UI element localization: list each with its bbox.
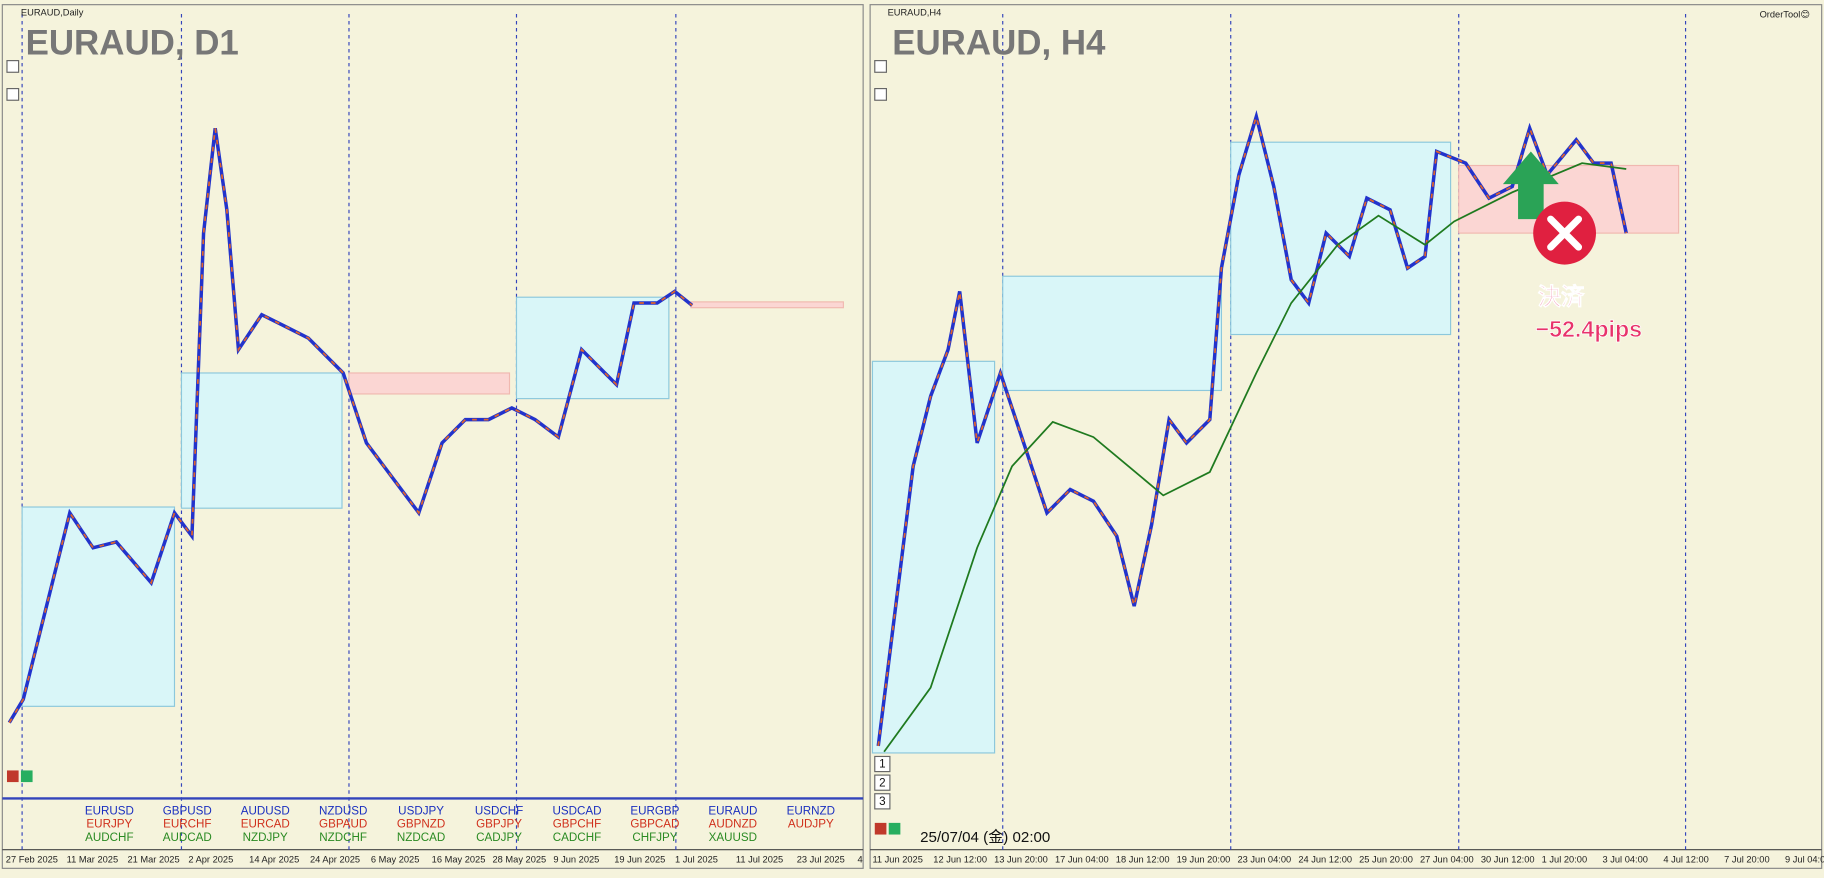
toolbar-button[interactable] (874, 822, 887, 835)
symbol-link[interactable]: EURCHF (163, 818, 211, 831)
toolbar-button[interactable] (20, 770, 33, 783)
symbol-link[interactable]: GBPAUD (319, 818, 367, 831)
x-label: 30 Jun 12:00 (1481, 855, 1535, 865)
symbol-link[interactable]: USDCAD (552, 804, 601, 817)
x-label: 1 Jul 2025 (675, 855, 718, 865)
period-button-label[interactable]: 2 (879, 776, 885, 789)
x-label: 23 Jul 2025 (797, 855, 845, 865)
x-label: 28 May 2025 (493, 855, 547, 865)
x-label: 9 Jun 2025 (553, 855, 599, 865)
chart-label: EURAUD, D1 (26, 24, 239, 63)
symbol-link[interactable]: GBPCAD (630, 818, 679, 831)
symbol-link[interactable]: EURNZD (787, 804, 835, 817)
symbol-link[interactable]: GBPNZD (397, 818, 445, 831)
period-button-label[interactable]: 1 (879, 758, 885, 771)
period-button[interactable] (874, 793, 891, 810)
symbol-link[interactable]: CADCHF (553, 831, 601, 844)
window-title: EURAUD,H4 (888, 7, 942, 17)
x-label: 13 Jun 20:00 (994, 855, 1048, 865)
x-label: 25 Jun 20:00 (1359, 855, 1413, 865)
x-label: 3 Jul 04:00 (1603, 855, 1648, 865)
symbol-link[interactable]: USDJPY (398, 804, 444, 817)
x-label: 4 Jul 12:00 (1663, 855, 1708, 865)
symbol-link[interactable]: CHFJPY (632, 831, 677, 844)
symbol-link[interactable]: GBPUSD (163, 804, 212, 817)
toolbar-button[interactable] (6, 770, 19, 783)
x-label: 12 Jun 12:00 (933, 855, 987, 865)
symbol-link[interactable]: GBPCHF (553, 818, 601, 831)
period-button-label[interactable]: 3 (879, 795, 885, 808)
symbol-link[interactable]: NZDUSD (319, 804, 367, 817)
x-label: 27 Jun 04:00 (1420, 855, 1474, 865)
symbol-link[interactable]: AUDNZD (709, 818, 757, 831)
left-frame (1, 4, 864, 869)
annotation-title: 決済 (1538, 284, 1585, 310)
exit-cross (1547, 215, 1583, 251)
x-label: 11 Mar 2025 (67, 855, 118, 865)
symbol-link[interactable]: NZDJPY (243, 831, 288, 844)
x-label: 9 Jul 04:0 (1785, 855, 1824, 865)
tool-label[interactable]: OrderTool😊 (1760, 10, 1811, 20)
x-label: 16 May 2025 (432, 855, 486, 865)
toolbar-button[interactable] (888, 822, 901, 835)
symbol-link[interactable]: AUDJPY (788, 818, 834, 831)
x-label: 24 Jun 12:00 (1298, 855, 1352, 865)
x-label: 19 Jun 20:00 (1177, 855, 1231, 865)
x-label: 27 Feb 2025 (6, 855, 58, 865)
symbol-link[interactable]: AUDUSD (241, 804, 290, 817)
x-label: 7 Jul 20:00 (1724, 855, 1769, 865)
symbol-link[interactable]: EURAUD (708, 804, 757, 817)
x-label: 14 Apr 2025 (249, 855, 299, 865)
symbol-link[interactable]: EURGBP (630, 804, 679, 817)
x-label: 11 Jun 2025 (872, 855, 922, 865)
symbol-link[interactable]: AUDCAD (163, 831, 212, 844)
symbol-link[interactable]: EURUSD (85, 804, 134, 817)
symbol-link[interactable]: GBPJPY (476, 818, 522, 831)
period-button[interactable] (874, 774, 891, 791)
symbol-link[interactable]: NZDCHF (319, 831, 367, 844)
x-label: 23 Jun 04:00 (1237, 855, 1291, 865)
generated: 27 Feb 2025 11 Mar 2025 21 Mar 2025 2 Apr 2… (6, 755, 1824, 865)
scroll-button[interactable] (6, 60, 20, 73)
symbol-link[interactable]: XAUUSD (709, 831, 757, 844)
symbol-link[interactable]: NZDCAD (397, 831, 445, 844)
x-label: 6 May 2025 (371, 855, 420, 865)
symbol-link[interactable]: CADJPY (476, 831, 522, 844)
x-label: 2 Apr 2025 (188, 855, 233, 865)
symbol-link[interactable]: AUDCHF (85, 831, 133, 844)
annotation-result: −52.4pips (1536, 316, 1643, 342)
symbol-link[interactable]: EURJPY (86, 818, 132, 831)
scroll-button[interactable] (6, 87, 20, 101)
x-label: 4 (858, 855, 863, 865)
chart-label: EURAUD, H4 (892, 24, 1106, 63)
symbol-link[interactable]: USDCHF (475, 804, 523, 817)
scroll-button[interactable] (874, 87, 887, 101)
x-label: 24 Apr 2025 (310, 855, 360, 865)
price-trace (8, 128, 693, 724)
scroll-button[interactable] (874, 60, 887, 73)
price-trace (877, 113, 1628, 747)
x-label: 18 Jun 12:00 (1116, 855, 1170, 865)
x-label: 1 Jul 20:00 (1542, 855, 1587, 865)
x-label: 21 Mar 2025 (127, 855, 179, 865)
x-label: 11 Jul 2025 (736, 855, 783, 865)
x-label: 17 Jun 04:00 (1055, 855, 1109, 865)
symbol-link[interactable]: EURCAD (241, 818, 290, 831)
period-button[interactable] (874, 755, 891, 773)
entry-arrow (1502, 151, 1559, 220)
timestamp: 25/07/04 (金) 02:00 (920, 829, 1050, 846)
right-frame (869, 4, 1823, 869)
moving-average (883, 162, 1627, 753)
window-title: EURAUD,Daily (21, 7, 84, 17)
x-label: 19 Jun 2025 (614, 855, 665, 865)
